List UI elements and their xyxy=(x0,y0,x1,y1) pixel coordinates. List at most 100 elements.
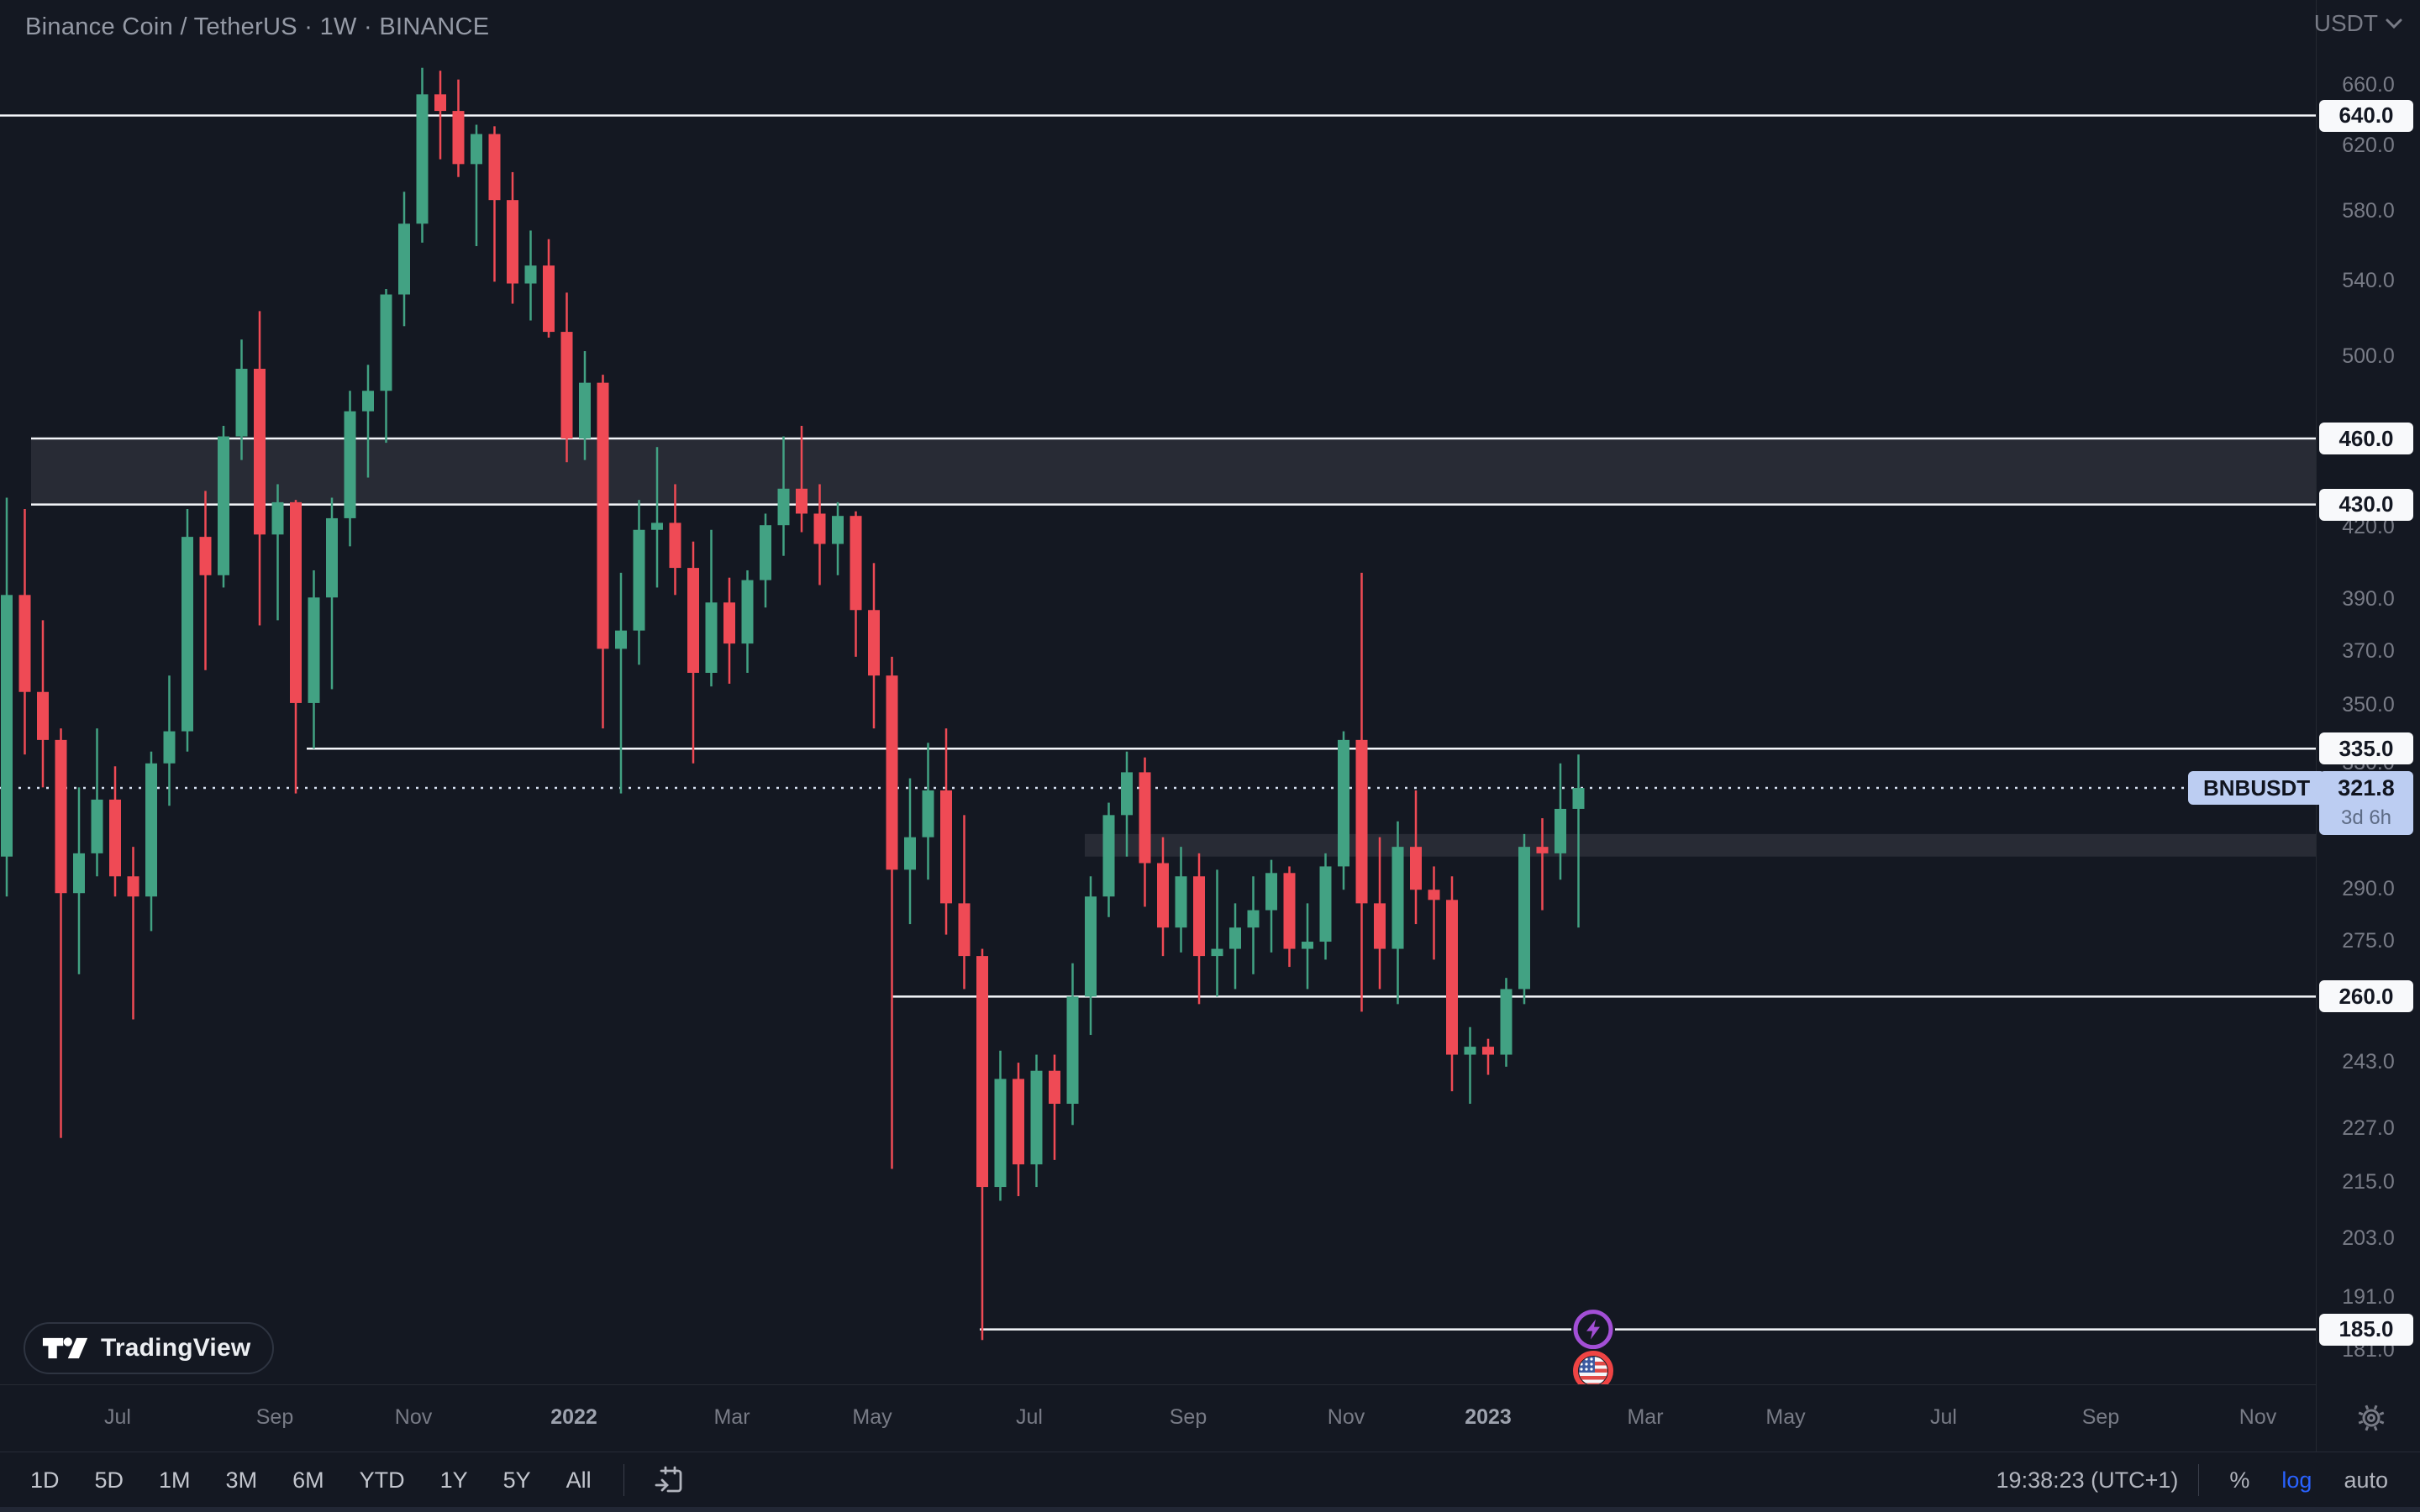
range-button-ytd[interactable]: YTD xyxy=(359,1467,405,1493)
candle xyxy=(1338,731,1349,890)
candle xyxy=(1555,763,1566,880)
candle xyxy=(922,743,934,880)
candle xyxy=(344,391,356,547)
calendar-goto-icon xyxy=(655,1466,682,1493)
time-tick: 2022 xyxy=(550,1405,597,1429)
candle xyxy=(904,778,916,925)
range-button-all[interactable]: All xyxy=(566,1467,592,1493)
candle xyxy=(1049,1054,1060,1160)
candle xyxy=(1482,1038,1494,1075)
candle xyxy=(651,447,663,588)
time-tick: Sep xyxy=(1169,1405,1207,1429)
candle xyxy=(308,570,320,749)
candle xyxy=(560,292,573,463)
candlestick-chart-canvas[interactable] xyxy=(0,0,2316,1384)
candle xyxy=(705,529,718,687)
price-tick: 227.0 xyxy=(2342,1116,2395,1141)
candle xyxy=(850,511,862,657)
price-tick: 660.0 xyxy=(2342,72,2395,97)
last-price-value: 321.8 xyxy=(2338,775,2395,801)
range-button-1d[interactable]: 1D xyxy=(30,1467,60,1493)
candle xyxy=(1428,866,1440,960)
candle xyxy=(813,484,826,585)
candle xyxy=(1085,876,1097,1036)
tradingview-logo-text: TradingView xyxy=(101,1334,251,1362)
candle xyxy=(1410,790,1422,925)
auto-scale-button[interactable]: auto xyxy=(2344,1467,2388,1493)
candle xyxy=(597,375,609,729)
symbol-title[interactable]: Binance Coin / TetherUS · 1W · BINANCE xyxy=(25,13,490,40)
price-tick: 191.0 xyxy=(2342,1285,2395,1310)
candle xyxy=(434,71,446,160)
candle xyxy=(868,563,880,729)
candle xyxy=(669,484,681,596)
candle xyxy=(507,171,518,304)
range-button-1y[interactable]: 1Y xyxy=(439,1467,468,1493)
candle xyxy=(524,230,537,321)
candle xyxy=(958,815,971,990)
price-tick: 350.0 xyxy=(2342,693,2395,717)
tradingview-mark-icon xyxy=(42,1337,88,1359)
range-button-5d[interactable]: 5D xyxy=(94,1467,124,1493)
time-axis-separator xyxy=(0,1384,2316,1385)
price-level-label: 335.0 xyxy=(2319,732,2413,765)
candle xyxy=(163,675,176,806)
time-tick: Nov xyxy=(394,1405,433,1429)
us-flag-event-icon[interactable] xyxy=(1571,1349,1615,1384)
range-button-5y[interactable]: 5Y xyxy=(502,1467,531,1493)
candle xyxy=(1157,837,1169,957)
candle xyxy=(1536,818,1549,911)
candle xyxy=(1302,903,1313,990)
time-axis[interactable]: Jul Sep Nov 2022 Mar May Jul Sep Nov 2023 Mar May Ju… xyxy=(0,1385,2316,1452)
currency-selector[interactable]: USDT xyxy=(2314,10,2403,37)
price-tick: 580.0 xyxy=(2342,199,2395,223)
candle xyxy=(1013,1063,1024,1196)
log-scale-button[interactable]: log xyxy=(2281,1467,2312,1493)
candle xyxy=(687,541,699,764)
price-tick: 215.0 xyxy=(2342,1169,2395,1194)
candle xyxy=(940,728,952,935)
candle xyxy=(741,570,754,674)
candle xyxy=(1229,903,1241,990)
time-tick: 2023 xyxy=(1465,1405,1512,1429)
price-tick: 620.0 xyxy=(2342,134,2395,158)
bar-countdown: 3d 6h xyxy=(2340,806,2392,830)
clock-timezone-button[interactable]: 19:38:23 (UTC+1) xyxy=(1996,1467,2179,1493)
axis-settings-gear-icon[interactable] xyxy=(2353,1399,2390,1436)
symbol-price-tag: BNBUSDT xyxy=(2188,771,2326,806)
candle xyxy=(1355,572,1368,1012)
candle xyxy=(1211,869,1223,997)
candle xyxy=(1319,853,1332,960)
candle xyxy=(127,847,139,1020)
time-tick: Mar xyxy=(713,1405,750,1429)
lightning-event-icon[interactable] xyxy=(1571,1307,1615,1352)
candle xyxy=(18,508,31,755)
tradingview-logo[interactable]: TradingView xyxy=(24,1322,275,1374)
candle xyxy=(1121,751,1133,857)
candle xyxy=(398,192,410,327)
go-to-date-button[interactable] xyxy=(644,1461,693,1499)
candle xyxy=(452,79,465,177)
range-button-group: 1D 5D 1M 3M 6M YTD 1Y 5Y All xyxy=(0,1461,693,1499)
supply-demand-zone[interactable] xyxy=(1085,833,2316,857)
chevron-down-icon xyxy=(2386,18,2402,29)
candle xyxy=(235,339,248,460)
range-button-3m[interactable]: 3M xyxy=(225,1467,258,1493)
candle xyxy=(416,67,429,243)
price-tick: 243.0 xyxy=(2342,1050,2395,1074)
range-button-6m[interactable]: 6M xyxy=(292,1467,324,1493)
price-axis[interactable]: 660.0 620.0 580.0 540.0 500.0 420.0 390.0 370.0… xyxy=(2188,0,2420,1384)
candle xyxy=(1464,1026,1476,1105)
candle xyxy=(886,656,898,1169)
currency-label: USDT xyxy=(2313,10,2378,36)
supply-demand-zone[interactable] xyxy=(31,437,2316,506)
candle xyxy=(362,365,374,478)
candle xyxy=(976,948,988,1341)
candle xyxy=(290,500,302,794)
candle xyxy=(326,497,338,690)
time-tick: Jul xyxy=(1016,1405,1043,1429)
range-button-1m[interactable]: 1M xyxy=(159,1467,191,1493)
percent-scale-button[interactable]: % xyxy=(2229,1467,2250,1493)
candle xyxy=(543,239,555,338)
